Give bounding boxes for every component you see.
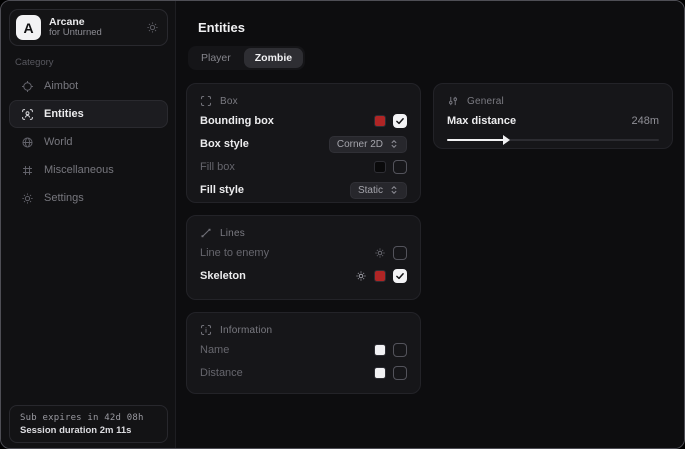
row-settings-gear-icon[interactable] [374,247,386,259]
max-distance-value: 248m [631,115,659,127]
checkbox[interactable] [393,269,407,283]
color-swatch[interactable] [374,115,386,127]
checkbox[interactable] [393,160,407,174]
sidebar-item-label: Entities [44,108,84,120]
gear-icon [21,192,34,205]
sidebar-item-aimbot[interactable]: Aimbot [9,72,168,100]
color-swatch[interactable] [374,367,386,379]
scan-person-icon [21,108,34,121]
main-content: Entities Player Zombie Box Bounding box [176,1,684,448]
color-swatch[interactable] [374,270,386,282]
color-swatch[interactable] [374,161,386,173]
tab-player[interactable]: Player [190,48,242,68]
max-distance-row: Max distance 248m [447,115,659,127]
fill-style-dropdown[interactable]: Static [349,181,407,199]
session-duration-text: Session duration 2m 11s [20,424,132,436]
setting-row-bounding-box: Bounding box [200,111,407,131]
chevron-updown-icon [389,185,399,195]
panel-title: General [467,95,504,107]
setting-row-skeleton: Skeleton [200,266,407,286]
box-style-dropdown[interactable]: Corner 2D [328,135,407,153]
app-logo: A [16,15,41,40]
globe-icon [21,136,34,149]
chevron-updown-icon [389,139,399,149]
information-panel: Information Name Distance [186,312,421,394]
panel-title: Box [220,95,238,107]
slider-fill [447,139,505,141]
info-scan-icon [200,324,212,336]
sidebar-item-settings[interactable]: Settings [9,184,168,212]
panel-header: General [447,94,659,108]
check-icon [396,118,404,125]
setting-label: Bounding box [200,115,274,127]
max-distance-label: Max distance [447,115,517,127]
sidebar-item-miscellaneous[interactable]: Miscellaneous [9,156,168,184]
setting-label: Distance [200,367,243,379]
dropdown-value: Static [357,184,383,196]
grid-icon [21,164,34,177]
slider-track[interactable] [447,139,659,141]
gear-icon[interactable] [146,21,159,34]
setting-row-fill-box: Fill box [200,157,407,177]
check-icon [396,273,404,280]
page-title: Entities [198,20,245,35]
setting-row-line-to-enemy: Line to enemy [200,243,407,263]
subscription-card: Sub expires in 42d 08h Session duration … [9,405,168,443]
setting-row-name: Name [200,340,407,360]
app-meta: Arcane for Unturned [49,16,138,39]
panel-header: Information [200,323,407,337]
box-panel: Box Bounding box Box style Cor [186,83,421,203]
slider-thumb[interactable] [503,135,511,145]
setting-row-box-style: Box style Corner 2D [200,134,407,154]
general-panel: General Max distance 248m [433,83,673,149]
setting-label: Fill box [200,161,235,173]
sidebar-item-label: Miscellaneous [44,164,114,176]
panel-title: Information [220,324,273,336]
sidebar-item-label: World [44,136,73,148]
tab-bar: Player Zombie [188,46,306,70]
category-label: Category [15,57,54,68]
sub-expiry-text: Sub expires in 42d 08h [20,412,144,423]
color-swatch[interactable] [374,344,386,356]
panel-title: Lines [220,227,245,239]
diagonal-line-icon [200,227,212,239]
scan-corners-icon [200,95,212,107]
setting-label: Skeleton [200,270,246,282]
setting-label: Line to enemy [200,247,270,259]
setting-row-fill-style: Fill style Static [200,180,407,200]
sidebar: A Arcane for Unturned Category [1,1,176,448]
setting-label: Fill style [200,184,245,196]
lines-panel: Lines Line to enemy [186,215,421,300]
tab-zombie[interactable]: Zombie [243,48,304,68]
app-card: A Arcane for Unturned [9,9,168,46]
app-subtitle: for Unturned [49,27,102,39]
sidebar-item-entities[interactable]: Entities [9,100,168,128]
app-name: Arcane [49,16,85,28]
checkbox[interactable] [393,366,407,380]
dropdown-value: Corner 2D [336,138,383,150]
sliders-icon [447,95,459,107]
panel-header: Box [200,94,407,108]
crosshair-icon [21,80,34,93]
setting-label: Box style [200,138,249,150]
panel-header: Lines [200,226,407,240]
row-settings-gear-icon[interactable] [355,270,367,282]
checkbox[interactable] [393,246,407,260]
checkbox[interactable] [393,343,407,357]
sidebar-item-world[interactable]: World [9,128,168,156]
sidebar-item-label: Settings [44,192,84,204]
checkbox[interactable] [393,114,407,128]
max-distance-slider[interactable] [447,135,659,145]
sidebar-nav: Aimbot Entities [9,72,168,212]
setting-label: Name [200,344,230,356]
sidebar-item-label: Aimbot [44,80,79,92]
setting-row-distance: Distance [200,363,407,383]
